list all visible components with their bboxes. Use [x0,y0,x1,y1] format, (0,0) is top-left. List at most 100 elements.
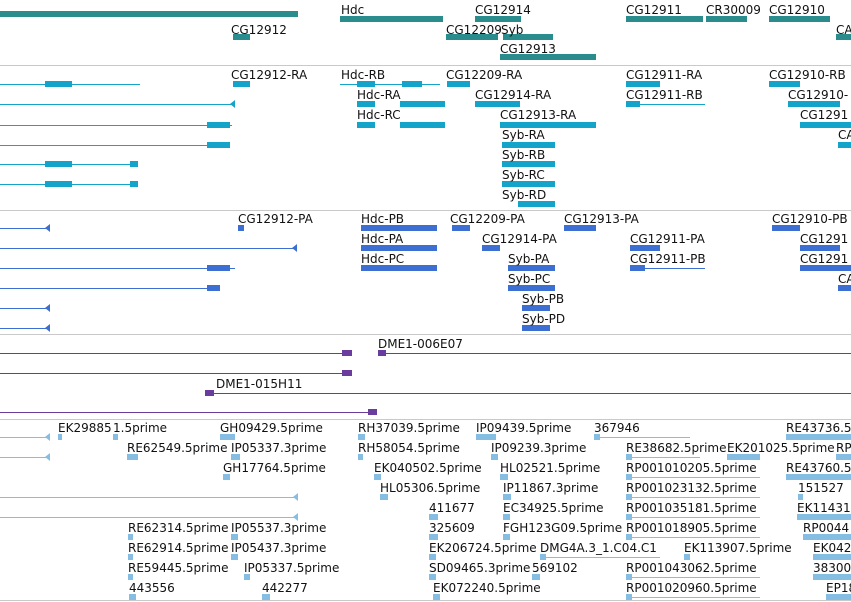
feature-label[interactable]: CG12914-RA [475,88,552,102]
feature-exon-bar[interactable] [813,554,851,560]
feature-label[interactable]: Hdc [341,3,365,17]
feature-exon-bar[interactable] [800,265,851,271]
feature-label[interactable]: IP11867.3prime [503,481,599,495]
feature-label[interactable]: 367946 [594,421,640,435]
feature-exon-bar[interactable] [503,494,511,500]
feature-label[interactable]: EC34925.5prime [503,501,604,515]
feature-exon-bar[interactable] [233,34,250,40]
feature-label[interactable]: CG12911-PA [630,232,705,246]
feature-exon-bar[interactable] [540,554,546,560]
feature-label[interactable]: EK11431 [797,501,851,515]
feature-label[interactable]: RP001023132.5prime [626,481,757,495]
feature-label[interactable]: HL05306.5prime [380,481,481,495]
feature-label[interactable]: Hdc-RC [357,108,401,122]
feature-label[interactable]: RH58054.5prime [358,441,460,455]
feature-exon-bar[interactable] [357,101,375,107]
feature-exon-bar[interactable] [826,594,851,600]
feature-exon-bar[interactable] [508,285,555,291]
feature-label[interactable]: DMG4A.3_1.C04.C1 [540,541,657,555]
feature-exon-bar[interactable] [128,554,133,560]
feature-exon-bar[interactable] [502,181,555,187]
feature-label[interactable]: RE43736.5 [786,421,851,435]
feature-exon-bar[interactable] [522,305,550,311]
feature-label[interactable]: CG12910-PB [772,212,848,226]
feature-exon-bar[interactable] [262,594,270,600]
feature-exon-bar[interactable] [127,454,138,460]
feature-exon-bar[interactable] [769,81,800,87]
feature-exon-bar[interactable] [626,594,632,600]
feature-exon-bar[interactable] [503,514,510,520]
feature-label[interactable]: EK206724.5prime [429,541,537,555]
feature-label[interactable]: CG12910-RB [769,68,846,82]
feature-label[interactable]: IP09439.5prime [476,421,572,435]
feature-exon-bar[interactable] [476,434,496,440]
feature-label[interactable]: 38300 [813,561,851,575]
feature-label[interactable]: 325609 [429,521,475,535]
feature-exon-bar[interactable] [800,245,840,251]
feature-exon-bar[interactable] [429,514,438,520]
feature-exon-bar[interactable] [447,81,470,87]
feature-exon-bar[interactable] [400,122,445,128]
feature-label[interactable]: 442277 [262,581,308,595]
feature-label[interactable]: SD09465.3prime [429,561,531,575]
feature-label[interactable]: IP05337.3prime [231,441,327,455]
feature-label[interactable]: CG12912-PA [238,212,313,226]
feature-exon-bar[interactable] [706,16,747,22]
feature-exon-bar[interactable] [500,474,508,480]
feature-exon-bar[interactable] [500,122,596,128]
feature-exon-bar[interactable] [45,161,72,167]
feature-exon-bar[interactable] [626,514,632,520]
feature-label[interactable]: RP001035181.5prime [626,501,757,515]
feature-label[interactable]: Hdc-PC [361,252,405,266]
feature-exon-bar[interactable] [429,574,436,580]
feature-label[interactable]: CG12910 [769,3,825,17]
feature-exon-bar[interactable] [803,534,851,540]
feature-exon-bar[interactable] [378,350,386,356]
feature-label[interactable]: CG12209-RA [446,68,523,82]
feature-exon-bar[interactable] [231,534,238,540]
feature-label[interactable]: Syb-PD [522,312,566,326]
feature-exon-bar[interactable] [626,574,632,580]
feature-label[interactable]: RE59445.5prime [128,561,229,575]
feature-exon-bar[interactable] [130,161,138,167]
feature-label[interactable]: CG12914 [475,3,531,17]
feature-exon-bar[interactable] [503,34,553,40]
feature-exon-bar[interactable] [231,554,238,560]
feature-exon-bar[interactable] [400,101,445,107]
feature-label[interactable]: CR30009 [706,3,761,17]
feature-label[interactable]: CG12209 [446,23,502,37]
feature-exon-bar[interactable] [223,474,230,480]
feature-label[interactable]: RE38682.5prime [626,441,727,455]
feature-label[interactable]: EK201025.5prime [727,441,835,455]
feature-exon-bar[interactable] [129,594,136,600]
feature-exon-bar[interactable] [358,434,365,440]
feature-label[interactable]: RE43760.5 [786,461,851,475]
feature-label[interactable]: CG12911-RA [626,68,703,82]
feature-exon-bar[interactable] [503,534,510,540]
feature-label[interactable]: RP001020960.5prime [626,581,757,595]
feature-exon-bar[interactable] [446,34,498,40]
feature-exon-bar[interactable] [128,534,133,540]
feature-label[interactable]: EK072240.5prime [433,581,541,595]
feature-label[interactable]: Syb-PB [522,292,565,306]
feature-exon-bar[interactable] [358,454,363,460]
feature-exon-bar[interactable] [433,594,440,600]
feature-label[interactable]: CG1291 [800,108,849,122]
feature-exon-bar[interactable] [838,285,851,291]
feature-label[interactable]: Syb-RD [502,188,547,202]
feature-exon-bar[interactable] [564,225,596,231]
feature-label[interactable]: Syb-RC [502,168,545,182]
feature-label[interactable]: 1.5prime [113,421,168,435]
feature-exon-bar[interactable] [727,454,760,460]
feature-label[interactable]: CG12913 [500,42,556,56]
feature-exon-bar[interactable] [361,265,437,271]
feature-exon-bar[interactable] [772,225,800,231]
feature-label[interactable]: Hdc-RB [341,68,386,82]
feature-exon-bar[interactable] [482,245,500,251]
feature-exon-bar[interactable] [45,181,72,187]
feature-label[interactable]: IP09239.3prime [491,441,587,455]
feature-exon-bar[interactable] [45,81,72,87]
feature-exon-bar[interactable] [626,474,632,480]
feature-exon-bar[interactable] [522,325,550,331]
feature-label[interactable]: DME1-015H11 [216,377,303,391]
